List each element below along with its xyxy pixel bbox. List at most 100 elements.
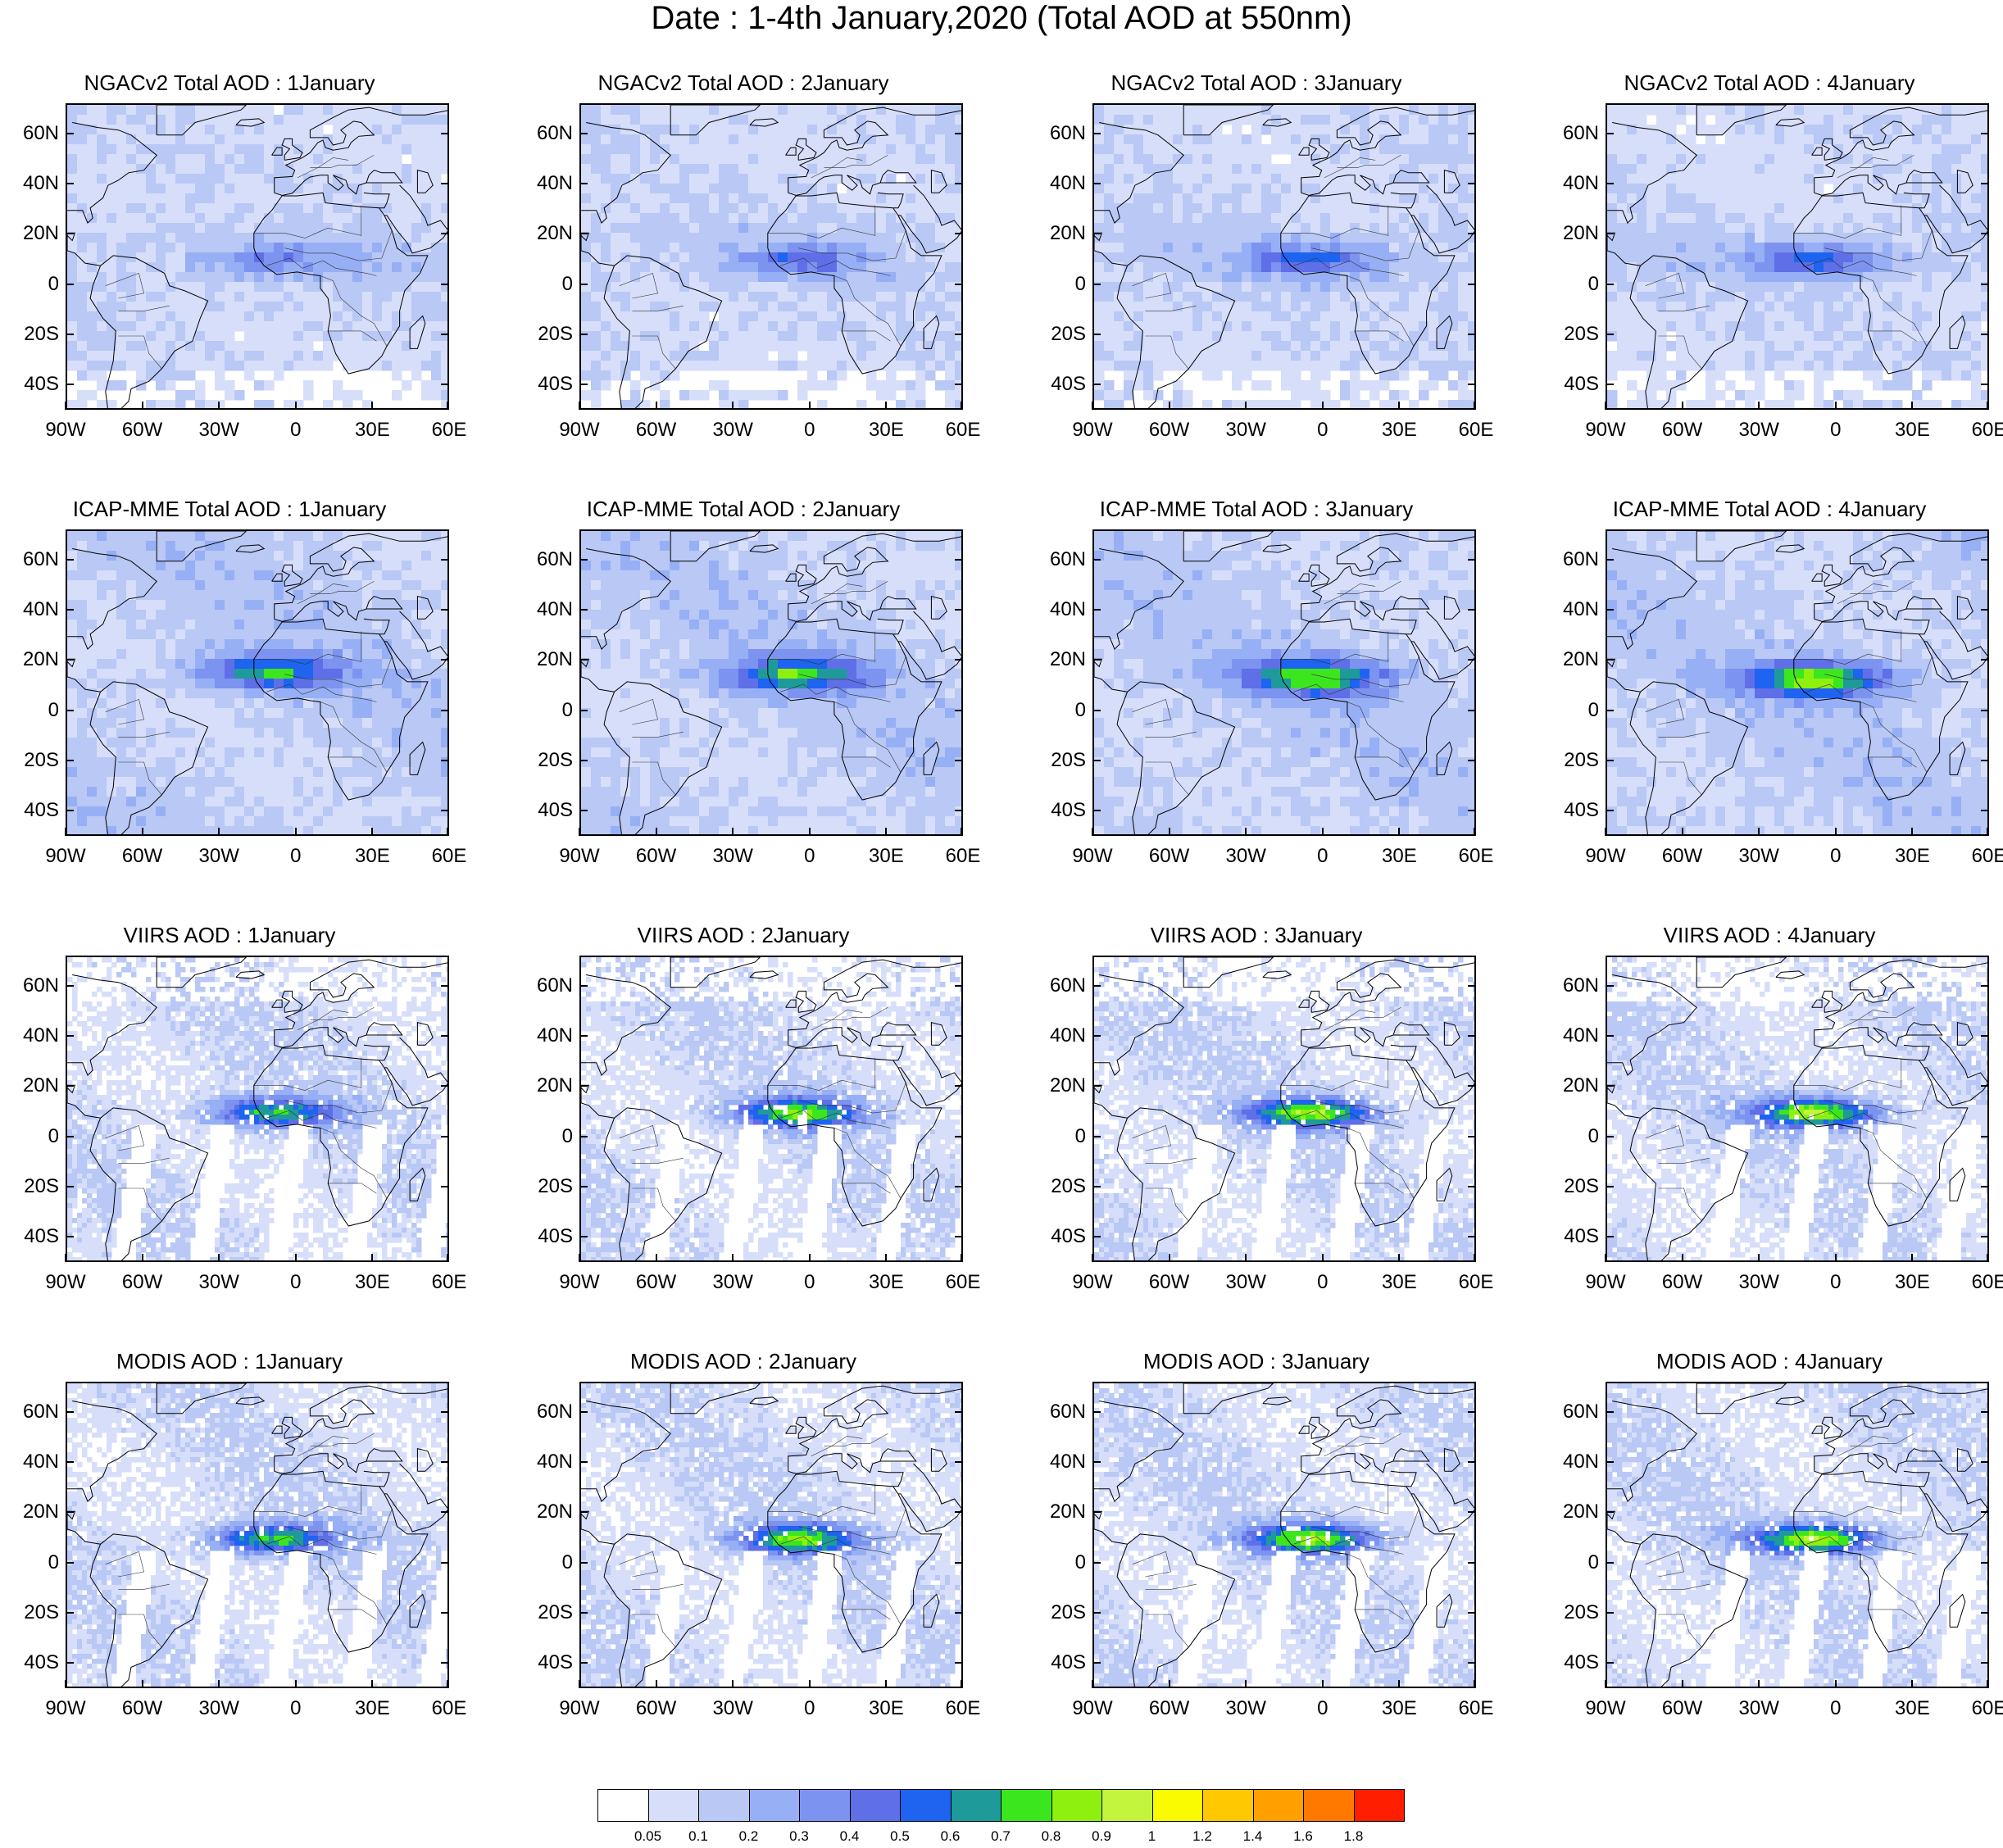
colorbar-label: 0.5 [879, 1829, 920, 1844]
lat-tick [579, 283, 588, 285]
lon-tick [1168, 402, 1170, 410]
lon-tick [1834, 1254, 1837, 1262]
lat-label: 20N [1030, 1075, 1086, 1097]
lat-tick [955, 659, 963, 661]
lon-label: 30E [853, 846, 919, 867]
lat-label: 40S [1030, 1226, 1086, 1247]
lat-tick [955, 1186, 963, 1188]
lat-label: 0 [3, 1551, 59, 1573]
lat-tick [579, 1236, 588, 1238]
colorbar-swatch [698, 1789, 750, 1822]
lon-label: 30W [1726, 1698, 1792, 1719]
lat-label: 40S [1543, 1652, 1599, 1673]
lon-label: 90W [1573, 420, 1638, 441]
lat-label: 40S [3, 374, 59, 395]
lat-tick [1092, 1085, 1101, 1087]
lon-tick [218, 1680, 220, 1688]
lon-tick [1474, 1254, 1475, 1262]
lon-tick [1758, 402, 1760, 410]
lon-tick [218, 1254, 220, 1262]
lon-label: 30W [700, 420, 765, 441]
lon-tick [808, 1254, 811, 1262]
lon-label: 30W [186, 1698, 252, 1719]
lon-label: 60E [1956, 1272, 2003, 1293]
lat-label: 40S [1030, 374, 1086, 395]
coastlines [67, 105, 447, 408]
panel-title: NGACv2 Total AOD : 4January [1540, 70, 1999, 95]
map-panel: VIIRS AOD : 1January 60N 40N 20N 0 20S 40S 90W 6… [0, 923, 466, 1333]
panel-title: NGACv2 Total AOD : 1January [0, 70, 459, 95]
aod-map [67, 531, 447, 834]
lon-tick [885, 1680, 888, 1688]
lat-tick [1981, 334, 1989, 336]
lat-label: 40N [1543, 599, 1599, 620]
country-borders [1645, 1007, 1933, 1222]
coastlines [581, 531, 961, 834]
aod-map [1607, 531, 1987, 834]
lon-label: 30W [700, 1272, 765, 1293]
colorbar-swatch [900, 1789, 952, 1822]
aod-map [581, 105, 961, 408]
figure-title: Date : 1-4th January,2020 (Total AOD at … [0, 0, 2003, 36]
colorbar-label: 0.1 [678, 1829, 719, 1844]
lon-label: 30E [339, 420, 405, 441]
lat-tick [441, 1085, 449, 1087]
lat-tick [1092, 1186, 1101, 1188]
lat-tick [1468, 283, 1476, 285]
lat-tick [1981, 1085, 1989, 1087]
lat-tick [441, 760, 449, 762]
lat-tick [1606, 1085, 1614, 1087]
lat-tick [1092, 1035, 1101, 1038]
lat-label: 0 [1030, 1551, 1086, 1573]
lat-label: 20N [1030, 649, 1086, 670]
panel-title: MODIS AOD : 3January [1027, 1349, 1486, 1374]
lat-tick [579, 1085, 588, 1087]
lat-tick [441, 1236, 449, 1238]
lon-tick [1605, 402, 1606, 410]
lon-label: 60W [110, 1698, 175, 1719]
lon-label: 90W [33, 846, 98, 867]
lon-tick [371, 402, 374, 410]
lon-tick [1987, 828, 1988, 836]
lat-label: 40S [1543, 1226, 1599, 1247]
lon-label: 60W [1650, 420, 1715, 441]
lat-label: 20S [517, 324, 573, 345]
lon-tick [1168, 1254, 1170, 1262]
lon-label: 60W [1137, 1698, 1202, 1719]
lat-tick [579, 558, 588, 561]
lon-label: 90W [1060, 1698, 1125, 1719]
coastlines [1607, 1383, 1987, 1687]
lat-tick [1981, 1561, 1989, 1564]
lat-tick [441, 384, 449, 386]
panel-title: ICAP-MME Total AOD : 1January [0, 497, 459, 521]
lon-tick [294, 1680, 297, 1688]
lat-label: 0 [517, 1125, 573, 1147]
colorbar-label: 0.7 [980, 1829, 1021, 1844]
colorbar-swatch [1202, 1789, 1254, 1822]
lon-tick [65, 1254, 66, 1262]
lat-tick [955, 233, 963, 235]
lat-tick [955, 183, 963, 185]
lon-tick [1911, 1680, 1914, 1688]
lat-tick [66, 558, 74, 561]
lon-tick [1474, 1680, 1475, 1688]
coastlines [1607, 105, 1987, 408]
lon-tick [961, 828, 962, 836]
lon-tick [294, 828, 297, 836]
lat-label: 0 [1543, 273, 1599, 295]
lat-tick [66, 709, 74, 711]
lon-label: 0 [777, 1698, 843, 1719]
lon-label: 30W [1726, 1272, 1792, 1293]
lat-label: 40N [3, 1025, 59, 1047]
lat-tick [441, 1612, 449, 1614]
lat-tick [66, 984, 74, 987]
lat-label: 60N [517, 122, 573, 144]
country-borders [619, 1007, 906, 1222]
lon-label: 30E [1879, 1272, 1945, 1293]
lon-tick [1092, 402, 1093, 410]
lat-tick [1606, 810, 1614, 812]
aod-map [67, 957, 447, 1260]
map-panel: VIIRS AOD : 3January 60N 40N 20N 0 20S 40S 90W 6… [1027, 923, 1493, 1333]
aod-colorbar [597, 1789, 1405, 1823]
lon-tick [1092, 828, 1093, 836]
